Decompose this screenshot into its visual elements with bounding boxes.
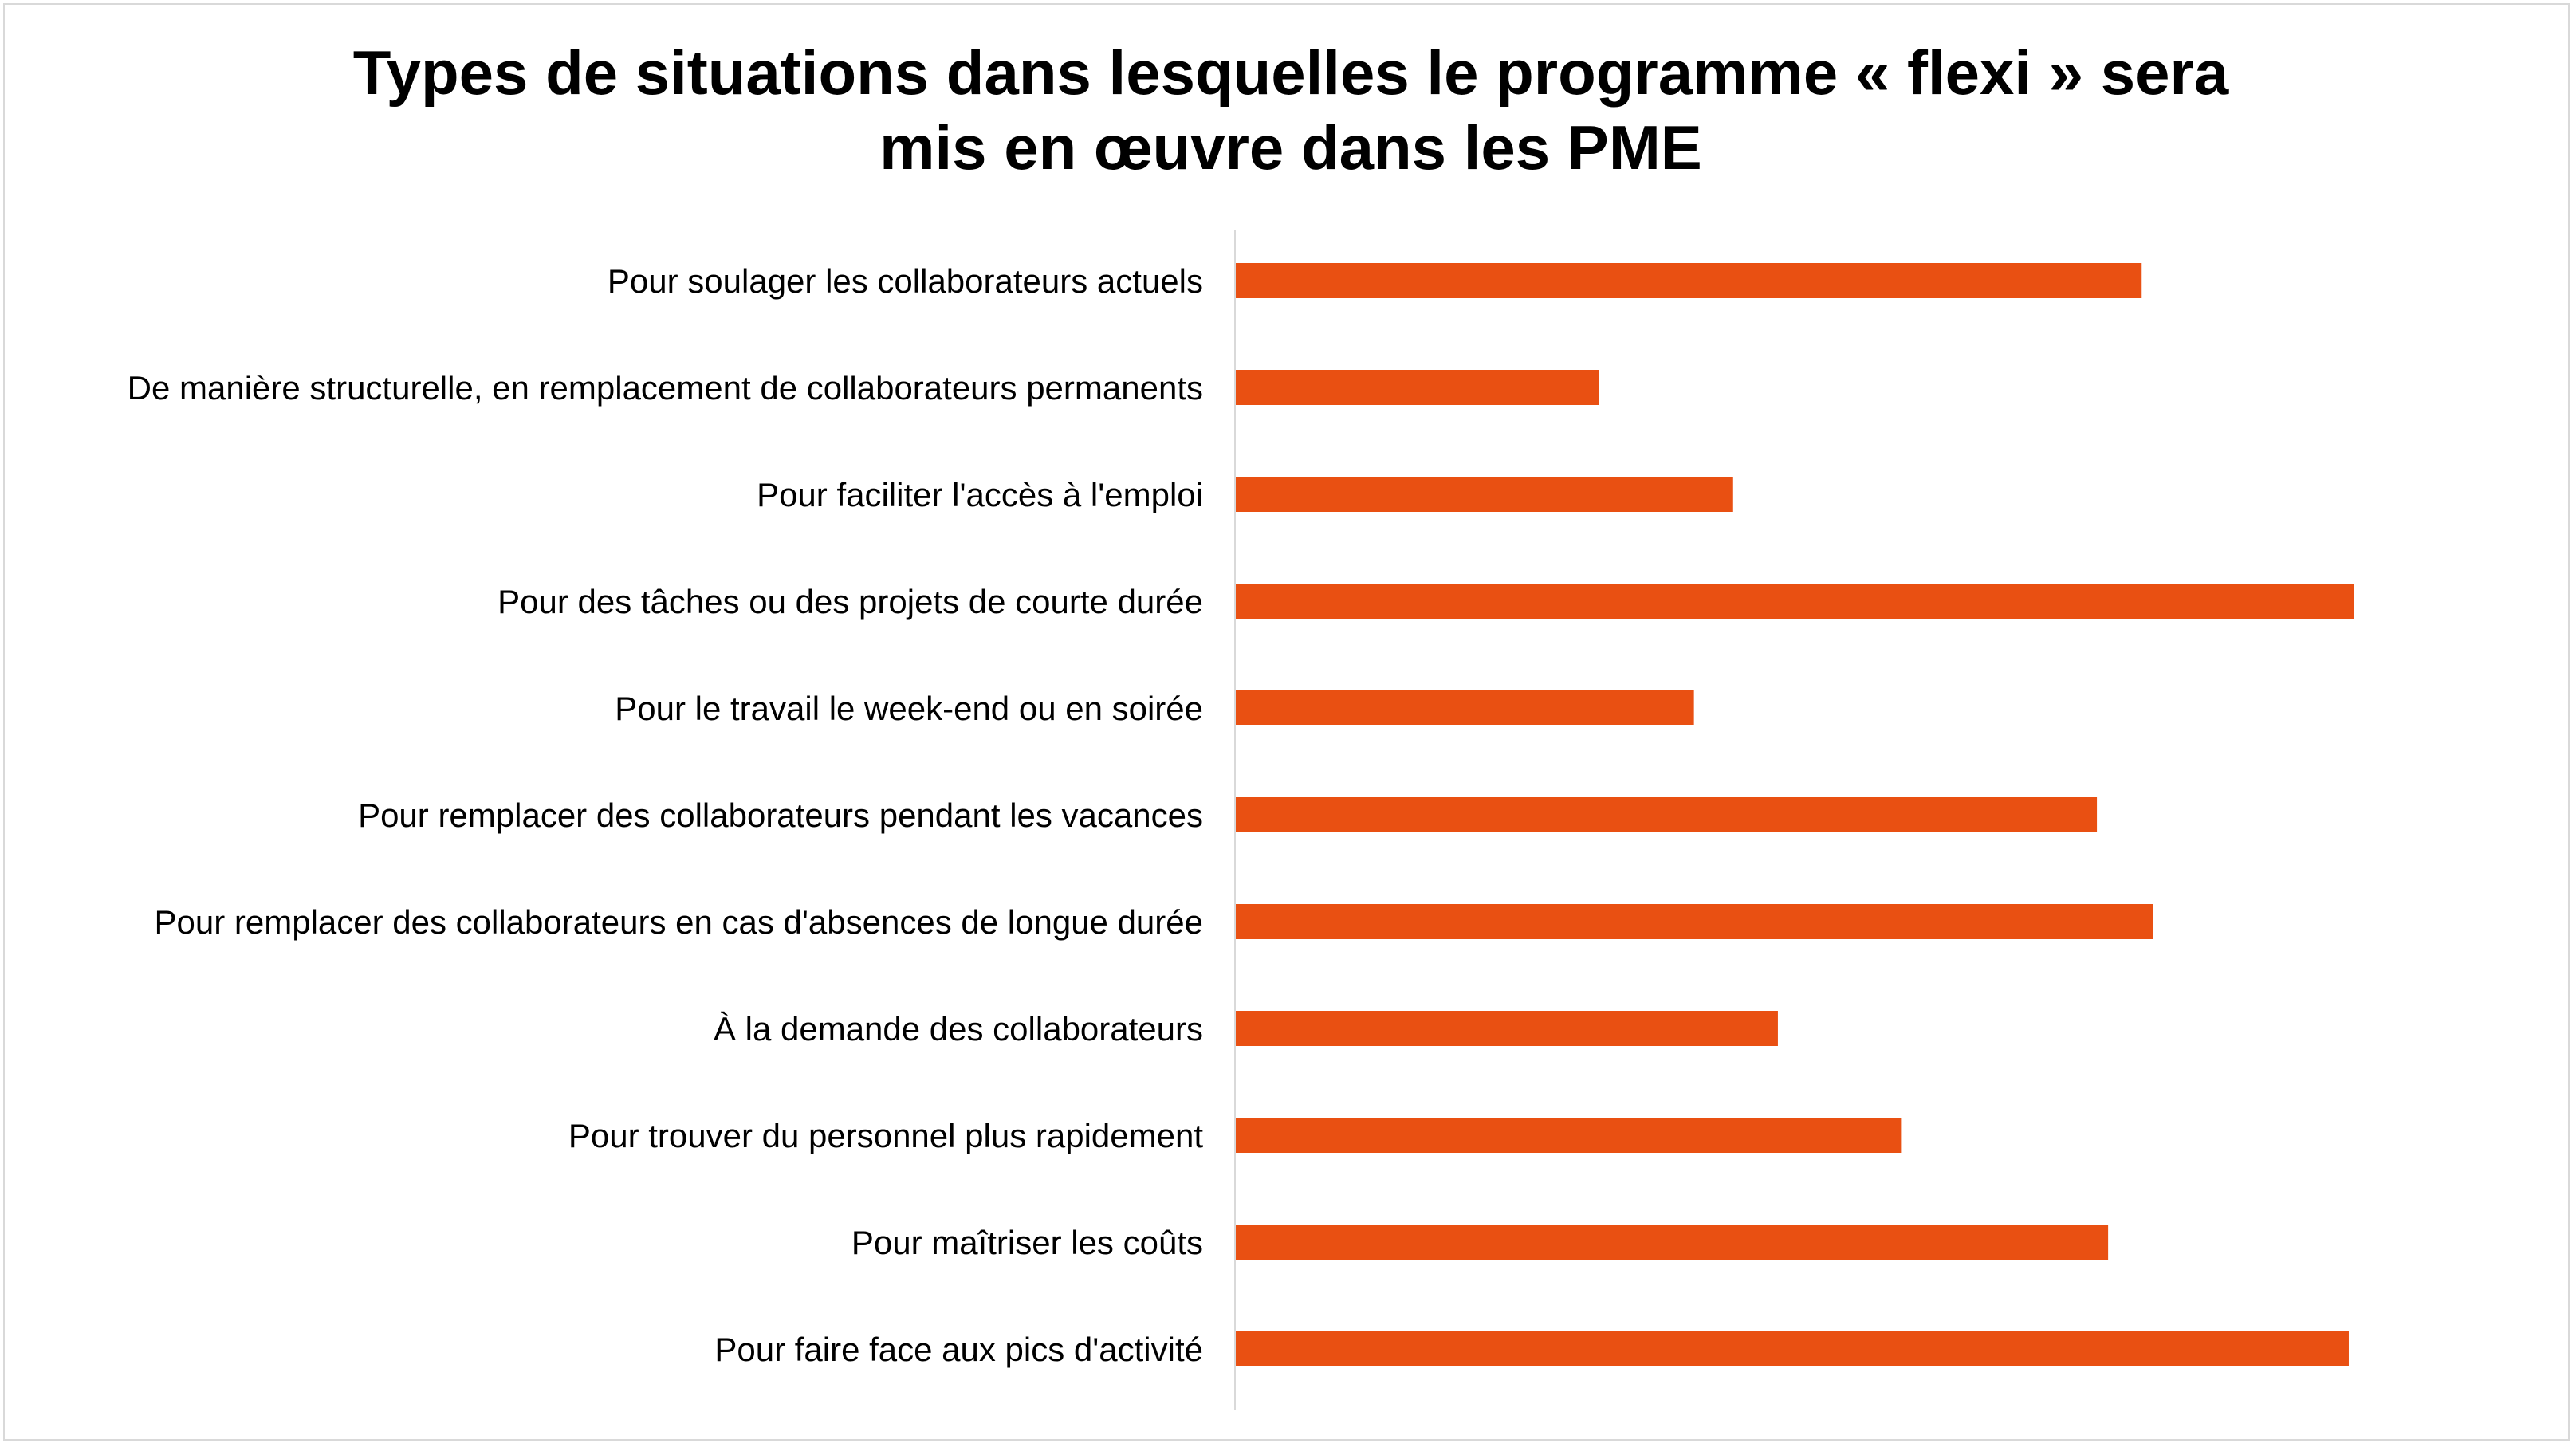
bar-3: [1235, 477, 1733, 512]
bar-4: [1235, 584, 2354, 619]
category-label-8: À la demande des collaborateurs: [714, 1010, 1203, 1048]
chart-title-line-2: mis en œuvre dans les PME: [879, 112, 1702, 183]
bar-11: [1235, 1331, 2349, 1366]
chart-canvas: Types de situations dans lesquelles le p…: [128, 37, 2354, 1410]
category-label-4: Pour des tâches ou des projets de courte…: [498, 583, 1203, 620]
bars-group: [1235, 263, 2354, 1366]
chart-title-line-1: Types de situations dans lesquelles le p…: [353, 37, 2229, 108]
category-label-2: De manière structurelle, en remplacement…: [128, 369, 1203, 407]
bar-6: [1235, 797, 2098, 832]
bar-9: [1235, 1118, 1902, 1153]
category-label-5: Pour le travail le week-end ou en soirée: [615, 690, 1203, 727]
category-label-6: Pour remplacer des collaborateurs pendan…: [358, 796, 1203, 834]
chart-frame: Types de situations dans lesquelles le p…: [3, 3, 2570, 1441]
category-label-7: Pour remplacer des collaborateurs en cas…: [155, 903, 1204, 941]
bar-5: [1235, 690, 1694, 725]
bar-10: [1235, 1225, 2109, 1260]
category-labels-group: Pour soulager les collaborateurs actuels…: [128, 262, 1204, 1368]
category-label-1: Pour soulager les collaborateurs actuels: [608, 262, 1203, 300]
bar-2: [1235, 370, 1599, 405]
bar-8: [1235, 1011, 1778, 1046]
category-label-9: Pour trouver du personnel plus rapidemen…: [568, 1117, 1203, 1154]
bar-7: [1235, 904, 2153, 939]
category-label-3: Pour faciliter l'accès à l'emploi: [757, 476, 1203, 513]
bar-1: [1235, 263, 2142, 298]
category-label-10: Pour maîtriser les coûts: [851, 1224, 1203, 1261]
category-label-11: Pour faire face aux pics d'activité: [714, 1331, 1203, 1368]
